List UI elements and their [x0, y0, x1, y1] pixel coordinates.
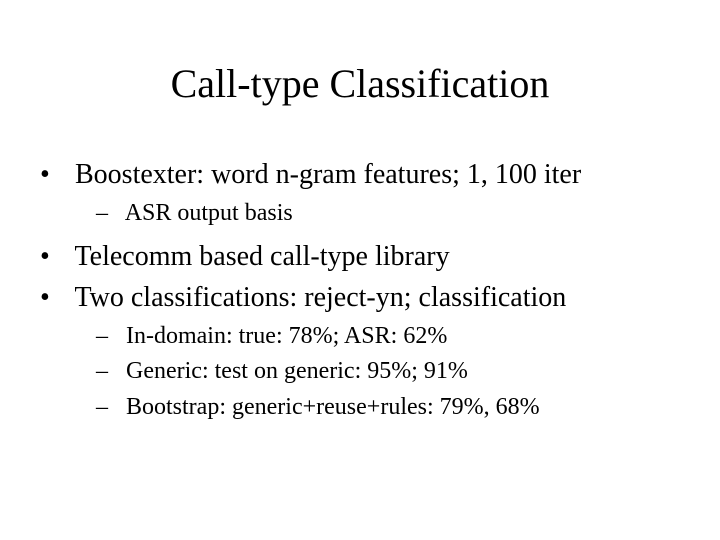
slide-title: Call-type Classification [30, 60, 690, 107]
sub-bullet-item: ASR output basis [96, 198, 690, 229]
sub-bullet-list: ASR output basis [96, 198, 690, 229]
sub-bullet-text: Generic: test on generic: 95%; 91% [126, 358, 468, 384]
bullet-item: Telecomm based call-type library [40, 239, 690, 274]
sub-bullet-text: In-domain: true: 78%; ASR: 62% [126, 323, 447, 349]
bullet-text: Telecomm based call-type library [75, 241, 450, 272]
slide: Call-type Classification Boostexter: wor… [0, 0, 720, 540]
sub-bullet-text: ASR output basis [125, 200, 293, 226]
sub-bullet-item: Bootstrap: generic+reuse+rules: 79%, 68% [96, 392, 690, 423]
bullet-text: Boostexter: word n-gram features; 1, 100… [75, 159, 581, 190]
bullet-item: Two classifications: reject-yn; classifi… [40, 280, 690, 423]
bullet-text: Two classifications: reject-yn; classifi… [75, 282, 567, 313]
bullet-item: Boostexter: word n-gram features; 1, 100… [40, 157, 690, 229]
sub-bullet-item: In-domain: true: 78%; ASR: 62% [96, 321, 690, 352]
sub-bullet-list: In-domain: true: 78%; ASR: 62% Generic: … [96, 321, 690, 423]
bullet-list: Boostexter: word n-gram features; 1, 100… [40, 157, 690, 423]
sub-bullet-text: Bootstrap: generic+reuse+rules: 79%, 68% [126, 394, 540, 420]
sub-bullet-item: Generic: test on generic: 95%; 91% [96, 356, 690, 387]
